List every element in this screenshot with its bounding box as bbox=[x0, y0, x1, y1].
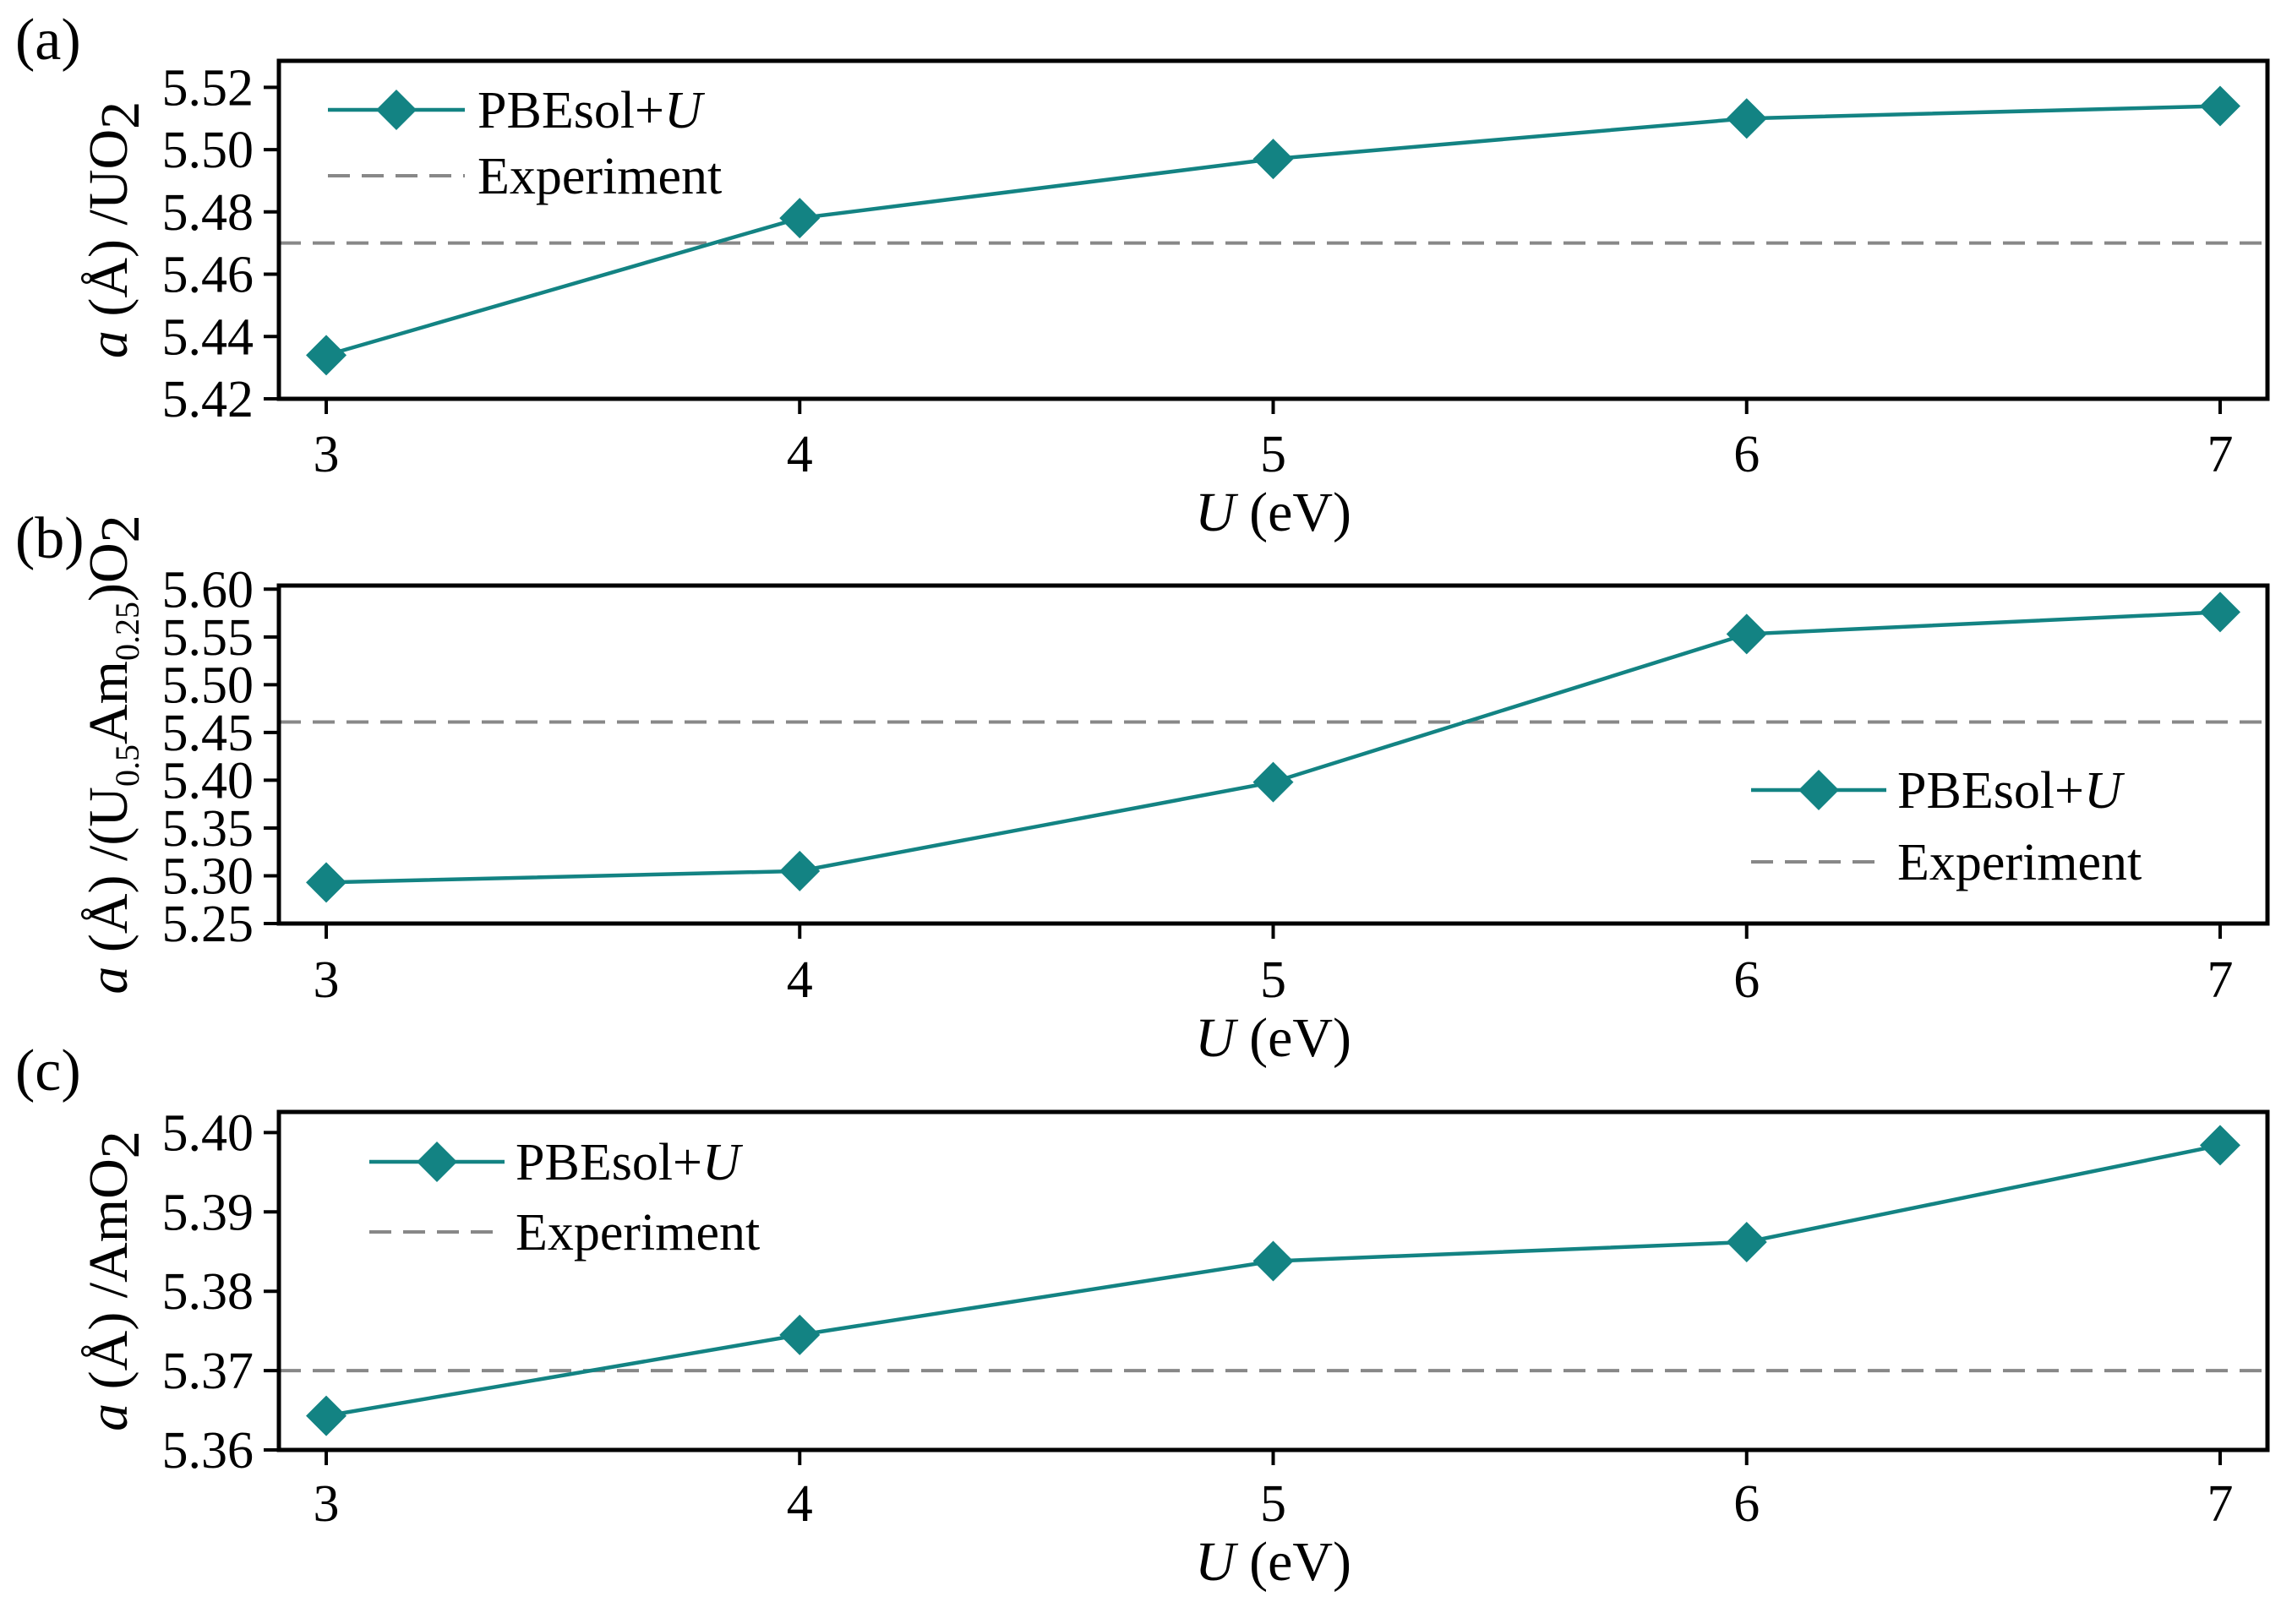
y-tick-label: 5.39 bbox=[162, 1184, 254, 1241]
data-point-3 bbox=[306, 862, 347, 903]
y-tick-label: 5.40 bbox=[162, 1104, 254, 1162]
chart-panel-3: 3 4 5 6 7 5.36 5.37 5.38 5.39 5.40 U (eV) a (Å) /Am… bbox=[15, 1038, 2270, 1593]
x-tick-label: 5 bbox=[1260, 951, 1286, 1009]
chart-panel-1: 3 4 5 6 7 5.425.445.465.485.505.52 U (eV) a (Å)… bbox=[15, 8, 2270, 543]
y-axis-label: a (Å) /(U0.5Am0.25)O2 bbox=[78, 515, 151, 994]
data-point-3 bbox=[306, 335, 347, 376]
y-tick-label: 5.50 bbox=[162, 657, 254, 714]
legend-series-marker bbox=[1798, 770, 1839, 810]
y-tick-label: 5.36 bbox=[162, 1422, 254, 1480]
y-tick-label: 5.52 bbox=[162, 59, 254, 117]
y-tick-label: 5.44 bbox=[162, 308, 254, 366]
legend-series-marker bbox=[376, 90, 417, 130]
legend-experiment-label: Experiment bbox=[477, 148, 722, 205]
panel-label: (c) bbox=[15, 1038, 81, 1104]
x-tick-label: 3 bbox=[314, 426, 340, 483]
y-tick-label: 5.40 bbox=[162, 752, 254, 809]
legend-series-marker bbox=[417, 1142, 457, 1182]
x-tick-label: 7 bbox=[2207, 951, 2233, 1009]
y-tick-label: 5.42 bbox=[162, 371, 254, 428]
data-point-4 bbox=[779, 198, 821, 239]
legend-experiment-label: Experiment bbox=[1897, 834, 2142, 891]
legend: PBEsol+U Experiment bbox=[328, 82, 722, 205]
y-tick-label: 5.37 bbox=[162, 1343, 254, 1400]
data-point-6 bbox=[1726, 613, 1767, 655]
data-point-6 bbox=[1726, 98, 1767, 139]
x-axis-label: U (eV) bbox=[1195, 482, 1351, 543]
data-point-6 bbox=[1726, 1221, 1767, 1262]
chart-panel-2: 3 4 5 6 7 5.255.305.355.405.455.505.555.60 U (… bbox=[15, 506, 2270, 1069]
x-tick-label: 4 bbox=[787, 426, 813, 483]
legend-series-label: PBEsol+U bbox=[1897, 762, 2125, 820]
y-tick-label: 5.60 bbox=[162, 561, 254, 619]
data-point-5 bbox=[1252, 1240, 1294, 1282]
x-tick-label: 6 bbox=[1733, 951, 1760, 1009]
data-point-4 bbox=[779, 1314, 821, 1355]
legend: PBEsol+U Experiment bbox=[1751, 762, 2142, 891]
data-point-5 bbox=[1252, 139, 1294, 180]
data-point-7 bbox=[2199, 1125, 2240, 1166]
x-tick-label: 7 bbox=[2207, 1475, 2233, 1533]
x-tick-label: 7 bbox=[2207, 426, 2233, 483]
legend-series-label: PBEsol+U bbox=[477, 82, 706, 139]
data-point-5 bbox=[1252, 761, 1294, 803]
data-point-7 bbox=[2199, 85, 2240, 127]
y-tick-label: 5.38 bbox=[162, 1263, 254, 1321]
x-tick-label: 4 bbox=[787, 951, 813, 1009]
data-point-3 bbox=[306, 1395, 347, 1436]
x-tick-label: 5 bbox=[1260, 426, 1286, 483]
data-point-7 bbox=[2199, 591, 2240, 633]
y-tick-label: 5.45 bbox=[162, 705, 254, 762]
legend-experiment-label: Experiment bbox=[516, 1204, 760, 1262]
x-tick-label: 4 bbox=[787, 1475, 813, 1533]
legend: PBEsol+U Experiment bbox=[369, 1134, 760, 1262]
y-tick-label: 5.30 bbox=[162, 847, 254, 905]
y-tick-label: 5.55 bbox=[162, 609, 254, 667]
y-tick-label: 5.46 bbox=[162, 247, 254, 304]
x-tick-label: 3 bbox=[314, 1475, 340, 1533]
y-tick-label: 5.25 bbox=[162, 896, 254, 953]
x-tick-label: 6 bbox=[1733, 1475, 1760, 1533]
y-tick-label: 5.48 bbox=[162, 184, 254, 242]
x-tick-label: 3 bbox=[314, 951, 340, 1009]
y-tick-label: 5.35 bbox=[162, 800, 254, 858]
x-axis-label: U (eV) bbox=[1195, 1531, 1351, 1593]
x-tick-label: 6 bbox=[1733, 426, 1760, 483]
legend-series-label: PBEsol+U bbox=[516, 1134, 744, 1191]
panel-label: (a) bbox=[15, 8, 81, 73]
y-axis-label: a (Å) /AmO2 bbox=[78, 1131, 151, 1431]
data-point-4 bbox=[779, 850, 821, 891]
panel-label: (b) bbox=[15, 506, 85, 571]
x-axis-label: U (eV) bbox=[1195, 1007, 1351, 1069]
y-tick-label: 5.50 bbox=[162, 122, 254, 179]
y-axis-label: a (Å) /UO2 bbox=[78, 101, 151, 358]
x-tick-label: 5 bbox=[1260, 1475, 1286, 1533]
